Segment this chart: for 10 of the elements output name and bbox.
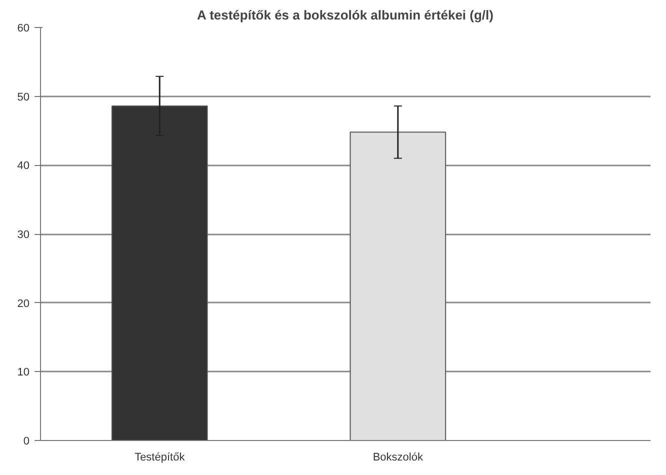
y-tick-label: 10 bbox=[17, 366, 30, 379]
y-tick-label: 0 bbox=[23, 436, 30, 448]
x-tick-label: Bokszolók bbox=[372, 452, 424, 464]
y-tick-label: 30 bbox=[17, 229, 30, 241]
chart-title: A testépítők és a bokszolók albumin értékei (g/l) bbox=[197, 8, 494, 22]
x-tick-label: Testépítők bbox=[134, 452, 186, 464]
y-tick-label: 40 bbox=[17, 160, 30, 172]
y-tick-label: 50 bbox=[17, 91, 30, 104]
y-tick-label: 20 bbox=[17, 298, 30, 310]
y-tick-label: 60 bbox=[17, 22, 30, 34]
